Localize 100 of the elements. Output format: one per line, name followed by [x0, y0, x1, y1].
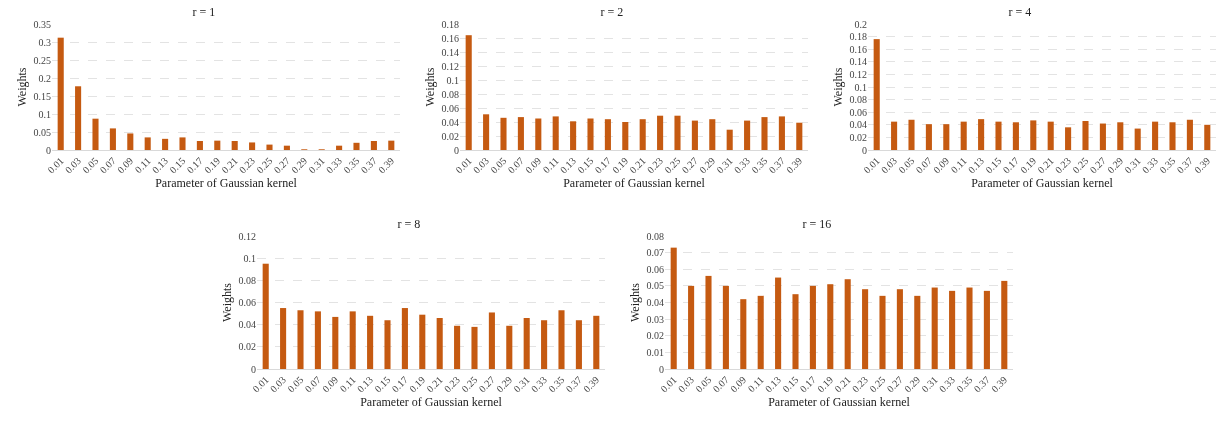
y-tick-label: 0.06: [646, 263, 664, 275]
y-tick-label: 0.06: [849, 106, 867, 118]
bar: [792, 294, 799, 369]
bar: [570, 121, 577, 150]
bar: [541, 320, 548, 369]
bar: [809, 285, 816, 369]
bar: [949, 290, 956, 369]
y-tick-label: 0.06: [441, 102, 459, 114]
bar: [1204, 124, 1211, 150]
bar: [1082, 121, 1089, 150]
y-tick-label: 0.08: [646, 230, 664, 242]
x-axis-title: Parameter of Gaussian kernel: [360, 395, 503, 410]
bar: [879, 295, 886, 369]
bar: [761, 117, 768, 150]
bar: [622, 122, 629, 150]
bar: [517, 117, 524, 150]
bar: [214, 140, 221, 150]
bar: [57, 37, 64, 150]
bar: [604, 119, 611, 150]
x-axis-title: Parameter of Gaussian kernel: [971, 176, 1114, 191]
y-tick-label: 0.02: [441, 130, 459, 142]
bar: [925, 124, 932, 150]
y-tick-label: 0.04: [238, 319, 256, 331]
x-tick-label: 0.39: [989, 374, 1010, 395]
bar: [657, 115, 664, 150]
bar: [757, 295, 764, 369]
bar: [688, 285, 695, 369]
bar: [1030, 120, 1037, 150]
bar: [436, 318, 443, 369]
y-tick-label: 0: [862, 144, 867, 156]
bar: [370, 141, 377, 150]
x-tick-label: 0.27: [271, 155, 292, 176]
bar: [983, 290, 990, 369]
bar: [844, 279, 851, 369]
bar: [1117, 122, 1124, 150]
bar: [691, 120, 698, 150]
y-tick-label: 0.3: [38, 36, 51, 48]
y-tick-label: 0.18: [441, 18, 459, 30]
bar: [283, 145, 290, 150]
bar: [454, 325, 461, 369]
y-tick-label: 0: [659, 363, 664, 375]
bar: [1065, 127, 1072, 150]
y-tick-label: 0.04: [441, 116, 459, 128]
y-tick-label: 0.06: [238, 297, 256, 308]
y-tick-label: 0: [454, 144, 459, 156]
y-tick-label: 0: [251, 363, 256, 375]
bar: [1186, 119, 1193, 150]
bar: [558, 310, 565, 369]
bar: [506, 325, 513, 369]
bar: [388, 140, 395, 150]
bar: [109, 128, 116, 150]
bar: [593, 315, 600, 369]
y-tick-label: 0.2: [38, 72, 51, 84]
bar: [1099, 123, 1106, 150]
bar: [1012, 122, 1019, 150]
bar: [896, 289, 903, 369]
bar: [401, 308, 408, 369]
y-axis-title: Weights: [830, 67, 845, 107]
bar: [535, 118, 542, 150]
bar: [587, 118, 594, 150]
bar: [1169, 122, 1176, 150]
y-tick-label: 0.02: [646, 330, 664, 342]
bar: [705, 275, 712, 369]
bar: [231, 141, 238, 150]
y-tick-label: 0.1: [243, 252, 256, 264]
bar: [336, 145, 343, 150]
bar: [266, 144, 273, 150]
bar: [873, 39, 880, 150]
y-tick-label: 0.35: [33, 18, 51, 30]
y-axis-title: Weights: [219, 282, 234, 323]
bar: [778, 116, 785, 150]
bar: [670, 247, 677, 369]
y-tick-label: 0.14: [849, 56, 867, 68]
x-axis-title: Parameter of Gaussian kernel: [563, 176, 706, 191]
y-tick-label: 0.12: [441, 60, 459, 72]
bar: [943, 124, 950, 150]
bar: [349, 311, 356, 369]
y-tick-label: 0.2: [854, 18, 867, 30]
x-tick-label: 0.39: [376, 155, 397, 176]
y-tick-label: 0.12: [238, 230, 256, 242]
bar: [367, 315, 374, 369]
y-tick-label: 0.03: [646, 313, 664, 325]
chart-title: r = 4: [1008, 5, 1032, 20]
y-axis-title: Weights: [14, 67, 29, 107]
bar: [127, 133, 134, 150]
bar: [639, 119, 646, 150]
bar: [775, 277, 782, 369]
y-tick-label: 0.1: [446, 74, 459, 86]
bar: [500, 117, 507, 150]
bar: [465, 35, 472, 150]
chart-title: r = 2: [600, 5, 624, 20]
bar: [144, 137, 151, 150]
bar: [353, 142, 360, 150]
bar: [827, 284, 834, 369]
bar: [709, 119, 716, 150]
bar: [332, 316, 339, 369]
y-tick-label: 0.02: [849, 131, 867, 143]
x-axis-title: Parameter of Gaussian kernel: [155, 176, 298, 191]
bar: [262, 263, 269, 369]
bar: [75, 86, 82, 150]
